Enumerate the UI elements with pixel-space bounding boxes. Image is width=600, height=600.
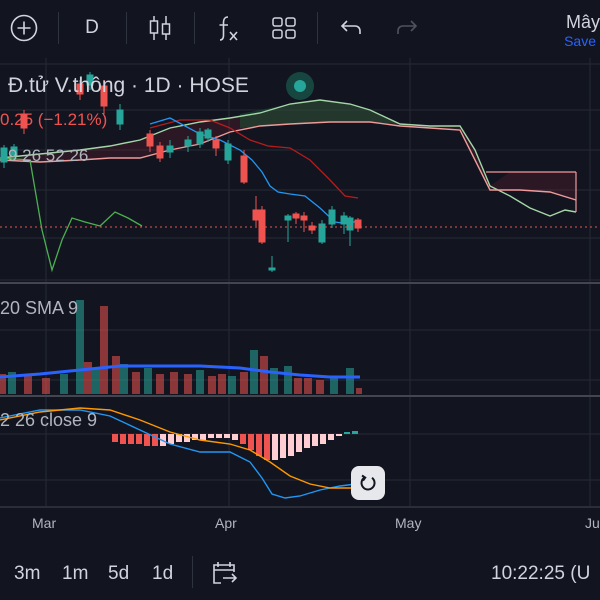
chart-canvas[interactable]: [0, 58, 600, 540]
toolbar-divider: [126, 12, 127, 44]
range-1d-button[interactable]: 1d: [152, 563, 174, 584]
toolbar-divider: [317, 12, 318, 44]
save-button[interactable]: Save: [564, 33, 596, 49]
chart-type-button[interactable]: [144, 10, 176, 46]
fx-icon: [219, 16, 238, 41]
volume-sma-line: [0, 364, 360, 379]
macd-signal-line: [0, 407, 356, 489]
volume-legend[interactable]: 20 SMA 9: [0, 298, 79, 318]
candles: [0, 72, 362, 272]
clock-timezone[interactable]: 10:22:25 (U: [491, 563, 591, 584]
range-5d-button[interactable]: 5d: [108, 563, 130, 584]
chikou-span: [0, 157, 143, 273]
macd-histogram: [112, 431, 358, 460]
undo-button[interactable]: [336, 10, 366, 46]
plus-circle-icon: [10, 14, 38, 42]
toolbar-divider: [194, 12, 195, 44]
candle-up: [0, 72, 354, 272]
top-toolbar: D Mây Save: [0, 0, 600, 58]
bottom-toolbar: [0, 544, 600, 600]
volume-bars: [0, 300, 362, 394]
volume-down: [0, 306, 362, 394]
calendar-goto-icon: [213, 562, 238, 584]
goto-date-button[interactable]: [208, 558, 240, 588]
candle-down: [20, 80, 362, 244]
tenkan-line: [149, 117, 359, 225]
time-axis-label: May: [395, 515, 422, 531]
layout-button[interactable]: [268, 10, 300, 46]
time-axis-label: Apr: [215, 515, 237, 531]
reset-icon: [360, 474, 376, 491]
symbol-legend[interactable]: Đ.tử V.thông · 1D · HOSE: [8, 74, 249, 97]
time-axis-label: Mar: [32, 515, 57, 531]
macd-hist-bar: [112, 434, 270, 460]
layout-name[interactable]: Mây: [565, 12, 600, 32]
macd-legend[interactable]: 2 26 close 9: [0, 410, 98, 430]
ichimoku-legend[interactable]: 9 26 52 26: [8, 146, 89, 165]
redo-button[interactable]: [392, 10, 422, 46]
kijun-line: [149, 119, 359, 199]
volume-up: [8, 300, 354, 394]
range-3m-button[interactable]: 3m: [14, 563, 41, 584]
add-symbol-button[interactable]: [6, 10, 42, 46]
candles-icon: [149, 16, 171, 40]
interval-button[interactable]: D: [85, 17, 99, 38]
toolbar-divider: [58, 12, 59, 44]
reset-chart-button[interactable]: [351, 466, 385, 500]
time-axis-label: Ju: [585, 515, 600, 531]
range-1m-button[interactable]: 1m: [62, 563, 89, 584]
price-change: 0.25 (−1.21%): [0, 110, 108, 129]
macd-hist-bar: [160, 434, 342, 460]
macd-line: [0, 409, 357, 499]
senkou-span-b: [0, 121, 577, 201]
bottom-divider: [192, 556, 193, 588]
redo-icon: [397, 20, 418, 34]
macd-hist-bar-up: [344, 431, 358, 434]
undo-icon: [340, 20, 361, 34]
market-status-dot[interactable]: [286, 72, 314, 100]
senkou-span-a: [0, 99, 577, 217]
indicators-button[interactable]: [212, 10, 244, 46]
ichimoku-cloud-bull: [240, 100, 400, 128]
grid-layout-icon: [272, 17, 296, 39]
